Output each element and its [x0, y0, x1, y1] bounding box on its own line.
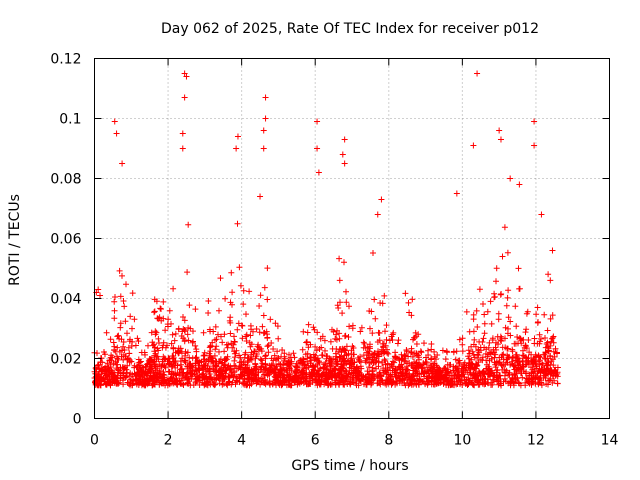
y-tick-label: 0.1 [59, 112, 81, 128]
data-point [538, 211, 545, 218]
data-point [453, 190, 460, 197]
y-tick-label: 0.08 [50, 172, 81, 188]
y-axis-tick-labels: 0 0.02 0.04 0.06 0.08 0.1 0.12 [50, 52, 81, 428]
x-tick-label: 10 [453, 433, 471, 449]
x-axis-title: GPS time / hours [291, 458, 408, 474]
data-point [262, 94, 269, 101]
data-points [91, 220, 561, 389]
data-point [531, 118, 538, 125]
data-point [516, 181, 523, 188]
data-point [315, 169, 322, 176]
data-point [378, 196, 385, 203]
data-point [314, 145, 321, 152]
x-tick-label: 12 [527, 433, 545, 449]
data-point [341, 160, 348, 167]
x-tick-label: 4 [237, 433, 246, 449]
y-tick-label: 0.04 [50, 292, 81, 308]
x-tick-label: 2 [164, 433, 173, 449]
data-point-cloud [91, 220, 561, 389]
data-point [113, 130, 120, 137]
axis-ticks [94, 58, 610, 419]
data-point [119, 160, 126, 167]
data-point [470, 142, 477, 149]
y-tick-label: 0.02 [50, 352, 81, 368]
data-point [179, 130, 186, 137]
data-point [181, 94, 188, 101]
x-tick-label: 0 [90, 433, 99, 449]
x-tick-label: 8 [384, 433, 393, 449]
data-point [183, 73, 190, 80]
notable-points [93, 70, 556, 299]
data-point [496, 127, 503, 134]
data-point [474, 70, 481, 77]
x-tick-label: 6 [311, 433, 320, 449]
data-point [549, 247, 556, 254]
data-point [234, 133, 241, 140]
data-point [507, 175, 514, 182]
data-point [260, 127, 267, 134]
data-point [497, 136, 504, 143]
x-tick-label: 14 [601, 433, 619, 449]
data-point [233, 145, 240, 152]
data-point [97, 292, 104, 299]
data-point [257, 193, 264, 200]
data-point [374, 211, 381, 218]
y-tick-label: 0 [73, 412, 82, 428]
data-point [531, 142, 538, 149]
x-axis-tick-labels: 0 2 4 6 8 10 12 14 [90, 433, 618, 449]
y-tick-label: 0.12 [50, 52, 81, 68]
data-point [339, 151, 346, 158]
data-point [260, 145, 267, 152]
data-point [111, 118, 118, 125]
data-point [314, 118, 321, 125]
chart-title: Day 062 of 2025, Rate Of TEC Index for r… [161, 21, 539, 37]
data-point [262, 115, 269, 122]
data-point [179, 145, 186, 152]
data-point [341, 136, 348, 143]
data-point [95, 286, 102, 293]
y-axis-title: ROTI / TECUs [7, 194, 23, 286]
y-tick-label: 0.06 [50, 232, 81, 248]
